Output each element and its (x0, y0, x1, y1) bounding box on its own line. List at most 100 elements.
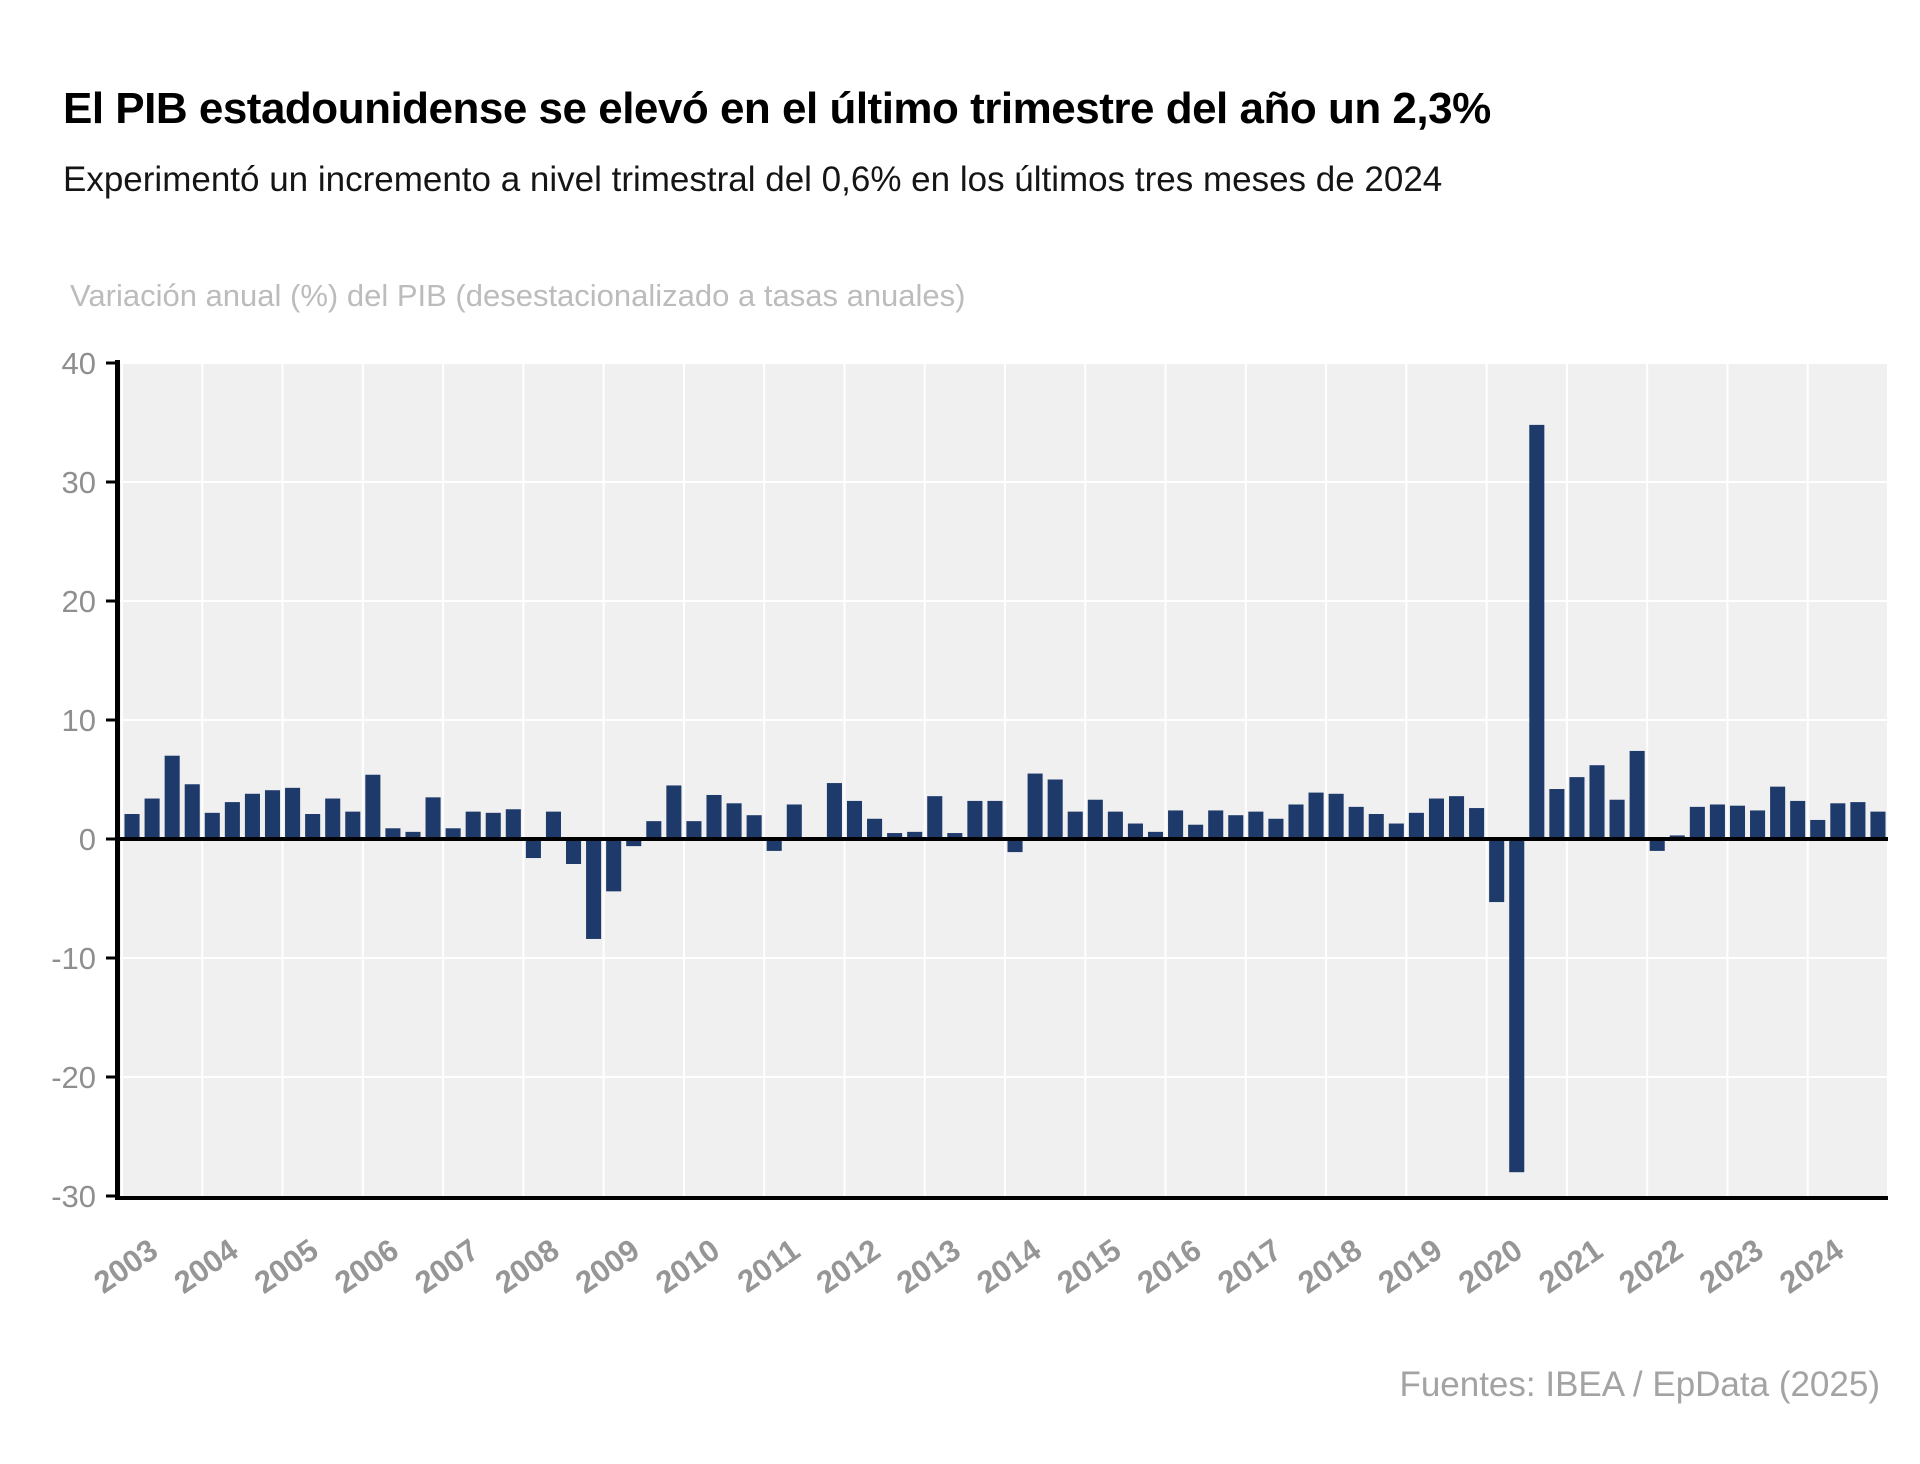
gdp-quarter-bar (485, 812, 501, 839)
gdp-quarter-bar (505, 809, 521, 839)
gdp-quarter-bar (1850, 802, 1866, 839)
gdp-quarter-bar (144, 798, 160, 839)
gdp-quarter-bar (1248, 811, 1264, 839)
gdp-quarter-bar (405, 831, 421, 839)
gdp-quarter-bar (1770, 786, 1786, 839)
gdp-quarter-bar (927, 796, 943, 839)
gdp-quarter-bar (1007, 839, 1023, 853)
gdp-quarter-bar (1489, 839, 1505, 903)
gdp-quarter-bar (947, 833, 963, 839)
x-tick-label-year: 2016 (1131, 1232, 1208, 1300)
gdp-quarter-bar (385, 828, 401, 839)
y-tick-label: 0 (79, 822, 96, 857)
gdp-quarter-bar (826, 783, 842, 839)
gdp-quarter-bar (1027, 773, 1043, 839)
gdp-quarter-bar (1649, 839, 1665, 851)
x-tick-label-year: 2022 (1613, 1232, 1690, 1300)
gdp-quarter-bar (746, 815, 762, 839)
gdp-quarter-bar (1408, 812, 1424, 839)
gdp-quarter-bar (1328, 793, 1344, 839)
gdp-quarter-bar (204, 812, 220, 839)
y-tick-label: -20 (51, 1060, 96, 1095)
gdp-quarter-bar (445, 828, 461, 839)
gdp-quarter-bar (586, 839, 602, 939)
gdp-quarter-bar (907, 831, 923, 839)
y-tick-label: 30 (62, 465, 96, 500)
gdp-quarter-bar (1107, 811, 1123, 839)
gdp-quarter-bar (1689, 806, 1705, 839)
y-axis-title: Variación anual (%) del PIB (desestacion… (70, 278, 966, 313)
gdp-quarter-bar (846, 800, 863, 839)
gdp-quarter-bar (606, 839, 622, 892)
x-tick-label-year: 2019 (1372, 1232, 1449, 1300)
gdp-quarter-bar (1348, 806, 1364, 839)
gdp-quarter-bar (626, 839, 642, 847)
gdp-quarter-bar (1428, 798, 1444, 839)
gdp-quarter-bar (244, 793, 260, 839)
x-axis-line (115, 1196, 1888, 1200)
gdp-quarter-bar (646, 821, 662, 839)
source-credit: Fuentes: IBEA / EpData (2025) (1399, 1365, 1880, 1404)
x-tick-label-year: 2009 (569, 1232, 646, 1300)
gdp-quarter-bar (766, 839, 782, 851)
gdp-quarter-bar (1569, 777, 1585, 839)
x-tick-label-year: 2021 (1532, 1232, 1609, 1300)
gdp-quarter-bar (224, 802, 240, 839)
gdp-quarter-bar (1750, 810, 1766, 839)
gdp-quarter-bar (1168, 810, 1184, 839)
gdp-quarter-bar (1449, 796, 1465, 839)
gdp-quarter-bar (1067, 811, 1083, 839)
y-tick-label: 40 (62, 346, 96, 381)
gdp-quarter-bar (1127, 823, 1143, 839)
gdp-quarter-bar (987, 800, 1003, 839)
y-tick-label: 10 (62, 703, 96, 738)
x-tick-label-year: 2004 (168, 1232, 245, 1301)
gdp-quarter-bar (1509, 839, 1525, 1173)
gdp-quarter-bar (887, 833, 903, 839)
gdp-quarter-bar (1388, 823, 1404, 839)
gdp-quarter-bar (1368, 814, 1384, 839)
x-tick-label-year: 2011 (731, 1232, 806, 1299)
gdp-quarter-bar (345, 811, 361, 839)
x-tick-label-year: 2006 (328, 1232, 405, 1300)
gdp-quarter-bar (525, 839, 541, 859)
y-tick-label: -10 (51, 941, 96, 976)
x-tick-label-year: 2015 (1051, 1232, 1128, 1300)
gdp-quarter-bar (325, 798, 341, 839)
gdp-quarter-bar (786, 804, 802, 839)
chart-title: El PIB estadounidense se elevó en el últ… (63, 84, 1491, 134)
gdp-quarter-bar (1549, 789, 1565, 839)
x-tick-label-year: 2008 (489, 1232, 566, 1300)
x-tick-label-year: 2005 (248, 1232, 325, 1300)
gdp-quarter-bar (545, 811, 561, 839)
x-tick-label-year: 2012 (810, 1232, 887, 1300)
gdp-quarter-bar (1087, 799, 1103, 839)
gdp-quarter-bar (124, 814, 140, 839)
gdp-quarter-bar (1870, 811, 1886, 839)
gdp-quarter-bar (365, 774, 381, 839)
gdp-quarter-bar (706, 794, 722, 839)
gdp-quarter-bar (686, 821, 702, 839)
gdp-quarter-bar (425, 797, 441, 839)
x-tick-label-year: 2020 (1452, 1232, 1529, 1300)
x-tick-label-year: 2013 (890, 1232, 967, 1300)
gdp-quarter-bar (1709, 804, 1725, 839)
gdp-quarter-bar (305, 814, 321, 839)
x-tick-label-year: 2024 (1773, 1232, 1850, 1301)
gdp-quarter-bar (1830, 803, 1846, 839)
gdp-quarter-bar (1529, 424, 1545, 839)
x-tick-label-year: 2023 (1693, 1232, 1770, 1300)
gdp-quarter-bar (184, 784, 200, 839)
gdp-quarter-bar (967, 800, 983, 839)
gdp-quarter-bar (1589, 765, 1605, 839)
gdp-quarter-bar (285, 787, 301, 839)
x-tick-label-year: 2017 (1211, 1232, 1288, 1300)
y-tick-label: 20 (62, 584, 96, 619)
gdp-quarter-bar (1188, 824, 1204, 839)
gdp-quarter-bar (867, 818, 883, 839)
gdp-quarter-bar (1288, 804, 1304, 839)
x-tick-label-year: 2003 (87, 1232, 164, 1300)
gdp-quarter-bar (1469, 808, 1485, 839)
